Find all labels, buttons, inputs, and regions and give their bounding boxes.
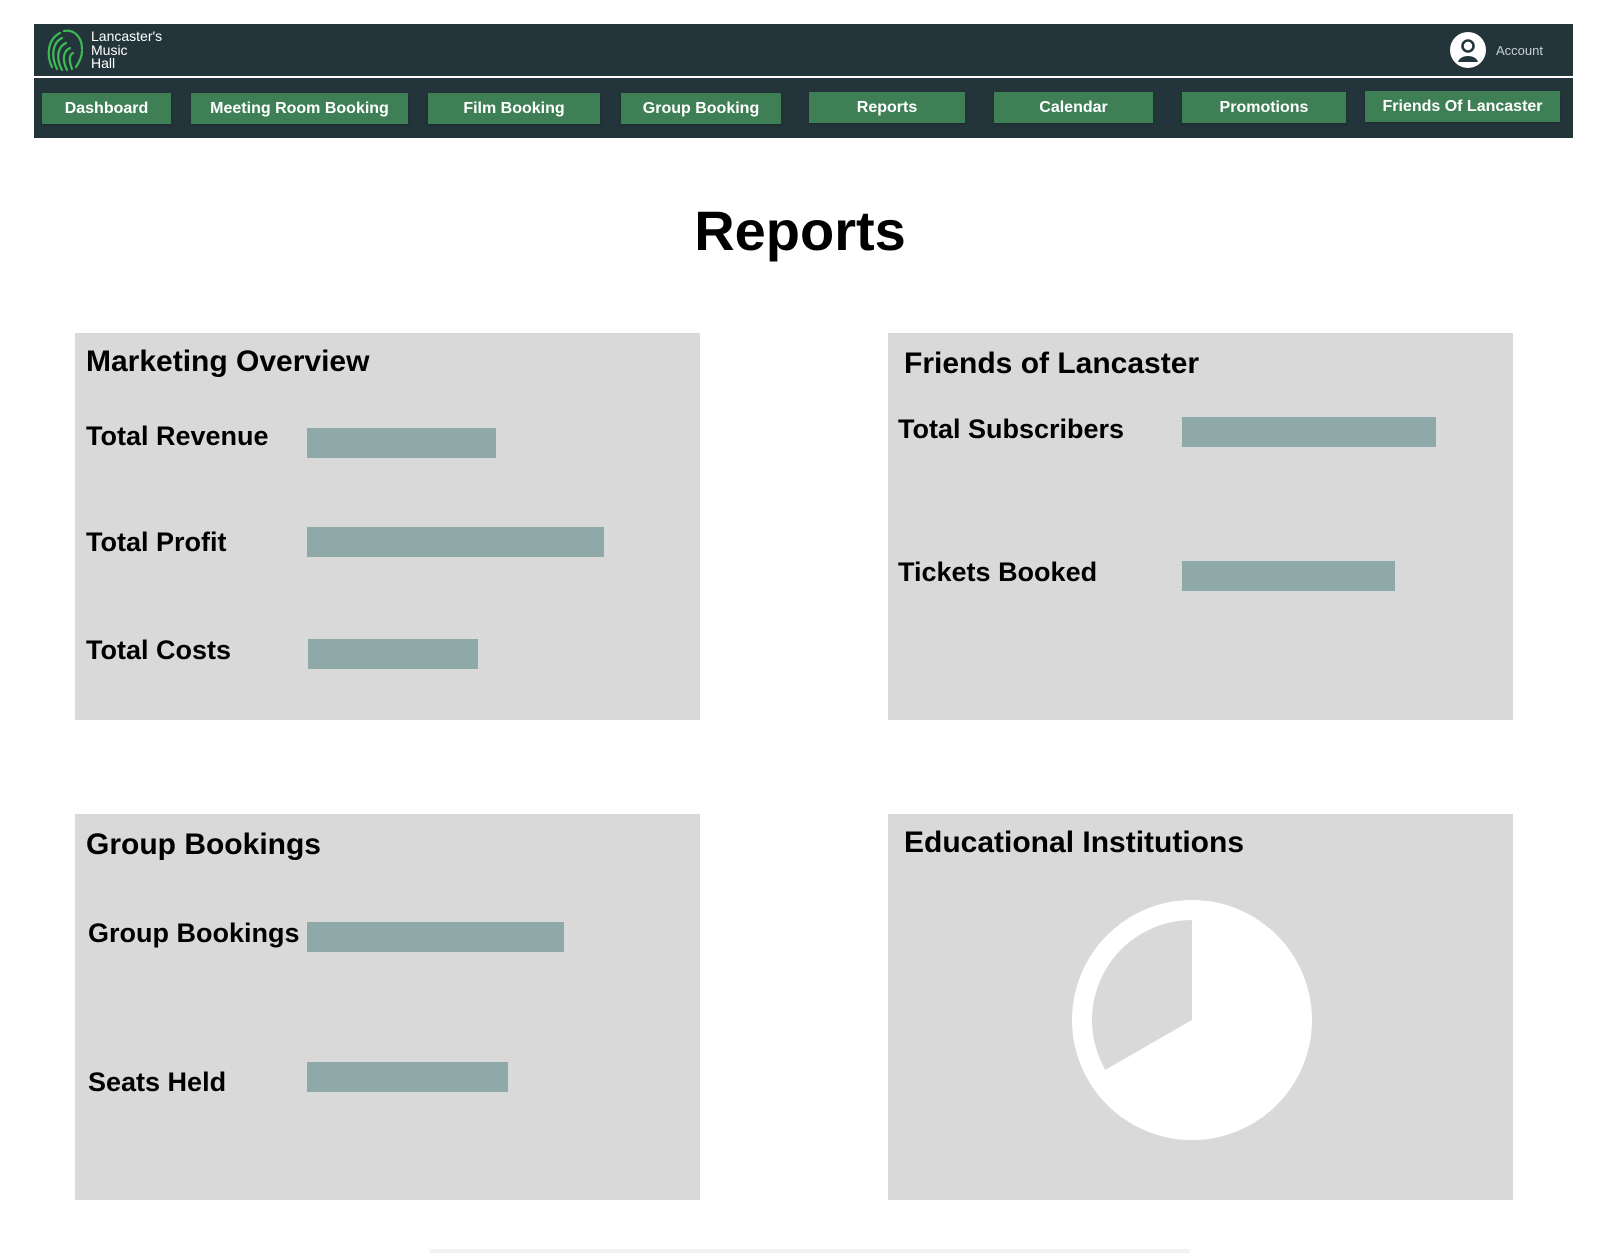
nav-group-booking-button[interactable]: Group Booking [621, 93, 781, 124]
nav-calendar-button[interactable]: Calendar [994, 92, 1153, 123]
seats-held-label: Seats Held [88, 1067, 227, 1097]
main-nav: Dashboard Meeting Room Booking Film Book… [34, 78, 1573, 138]
card-title: Group Bookings [86, 828, 321, 861]
pie-highlight-slice [1092, 920, 1192, 1070]
total-subscribers-bar [1182, 417, 1436, 447]
nav-meeting-room-booking-button[interactable]: Meeting Room Booking [191, 93, 408, 124]
marketing-overview-card: Marketing Overview Total Revenue Total P… [75, 333, 700, 720]
card-title: Educational Institutions [904, 826, 1245, 859]
nav-friends-of-lancaster-button[interactable]: Friends Of Lancaster [1365, 91, 1560, 122]
total-costs-bar [308, 639, 478, 669]
total-revenue-label: Total Revenue [86, 421, 269, 451]
header-divider [34, 76, 1573, 78]
card-title: Marketing Overview [86, 345, 370, 378]
total-profit-bar [307, 527, 604, 557]
top-header: Lancaster's Music Hall Account [34, 24, 1573, 76]
nav-film-booking-button[interactable]: Film Booking [428, 93, 600, 124]
nav-promotions-button[interactable]: Promotions [1182, 92, 1346, 123]
card-title: Friends of Lancaster [904, 347, 1200, 380]
nav-reports-button[interactable]: Reports [809, 92, 965, 123]
total-revenue-bar [307, 428, 496, 458]
group-bookings-label: Group Bookings [88, 918, 300, 948]
total-subscribers-label: Total Subscribers [898, 414, 1125, 444]
brand-line-2: Music [91, 41, 128, 58]
group-bookings-bar [307, 922, 564, 952]
tickets-booked-bar [1182, 561, 1395, 591]
account-label[interactable]: Account [1496, 42, 1543, 58]
tickets-booked-label: Tickets Booked [898, 557, 1098, 587]
seats-held-bar [307, 1062, 508, 1092]
total-profit-label: Total Profit [86, 527, 227, 557]
educational-institutions-pie-chart [1072, 900, 1312, 1140]
brand-line-1: Lancaster's [91, 28, 163, 44]
account-menu[interactable]: Account [1450, 32, 1543, 68]
total-costs-label: Total Costs [86, 635, 232, 665]
user-circle-icon[interactable] [1450, 32, 1487, 68]
friends-of-lancaster-card: Friends of Lancaster Total Subscribers T… [888, 333, 1513, 720]
group-bookings-card: Group Bookings Group Bookings Seats Held [75, 814, 700, 1200]
nav-dashboard-button[interactable]: Dashboard [42, 93, 171, 124]
brand-name[interactable]: Lancaster's Music Hall [91, 28, 163, 71]
page-title: Reports [694, 199, 906, 262]
educational-institutions-card: Educational Institutions [888, 814, 1513, 1200]
fingerprint-logo-icon[interactable] [42, 27, 88, 73]
brand-line-3: Hall [91, 55, 116, 71]
footer-edge [430, 1249, 1190, 1253]
